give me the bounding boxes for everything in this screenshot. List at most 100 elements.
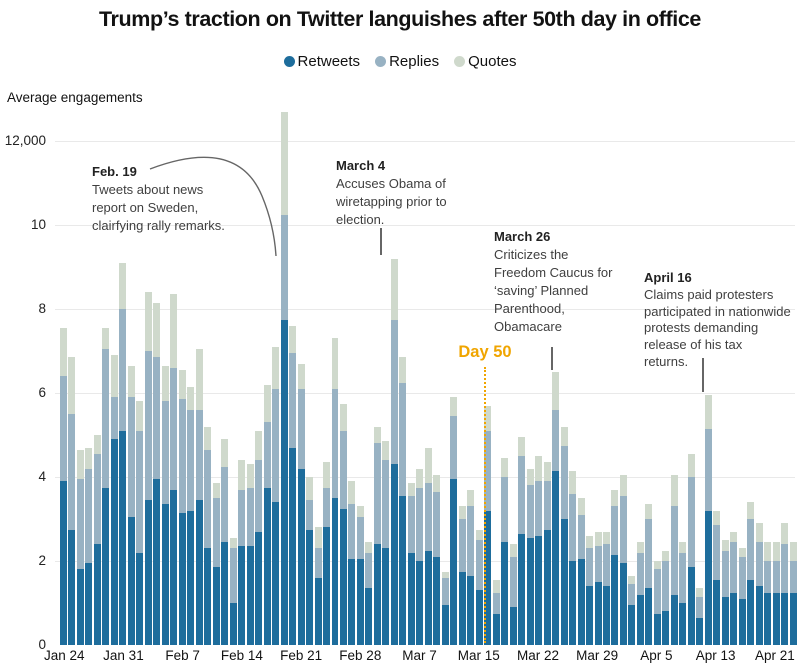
quotes-segment (586, 535, 594, 549)
bar (789, 542, 797, 645)
annotation-text: Criticizes the Freedom Caucus for ‘savin… (494, 247, 613, 334)
replies-segment (687, 477, 695, 568)
annotation-text: Claims paid protesters participated in n… (644, 286, 791, 369)
replies-segment (509, 556, 517, 608)
retweets-segment (416, 561, 424, 645)
quotes-segment (781, 523, 789, 545)
quotes-segment (433, 474, 441, 492)
gridline (55, 393, 795, 394)
retweets-segment (755, 586, 763, 645)
quotes-segment (552, 372, 560, 410)
quotes-segment (382, 441, 390, 461)
quotes-segment (721, 540, 729, 551)
replies-segment (255, 460, 263, 532)
bar (323, 462, 330, 645)
replies-segment (85, 468, 93, 564)
retweets-segment (518, 533, 526, 645)
quotes-segment (407, 483, 415, 496)
bar (424, 447, 432, 645)
bar (518, 437, 526, 645)
bar (586, 535, 594, 645)
replies-segment (127, 397, 135, 517)
retweets-segment (569, 561, 577, 645)
bar (509, 544, 517, 645)
bar (560, 426, 568, 645)
y-tick-label: 6 (38, 384, 46, 400)
quotes-segment (272, 346, 280, 389)
bar (119, 262, 127, 645)
annotation-connector-line (702, 358, 704, 392)
quotes-segment (679, 542, 687, 553)
x-tick-label: Feb 14 (220, 648, 263, 663)
replies-segment (433, 491, 441, 557)
quotes-segment (518, 437, 526, 457)
replies-segment (492, 592, 500, 614)
replies-segment (441, 577, 449, 606)
retweets-segment (272, 502, 280, 645)
replies-segment (501, 477, 509, 543)
bar (492, 579, 500, 645)
bar (501, 458, 509, 645)
replies-segment (594, 546, 602, 582)
quotes-segment (594, 531, 602, 547)
replies-segment (170, 367, 178, 490)
annotation-text: Accuses Obama of wiretapping prior to el… (336, 176, 447, 227)
replies-segment (611, 506, 619, 555)
gridline (55, 141, 795, 142)
retweets-segment (178, 512, 186, 645)
retweets-dot-icon (283, 56, 295, 67)
retweets-segment (450, 479, 458, 645)
quotes-segment (110, 355, 118, 398)
replies-segment (416, 487, 424, 561)
bar (687, 453, 695, 645)
replies-segment (76, 479, 84, 570)
retweets-segment (314, 577, 322, 645)
replies-segment (407, 495, 415, 553)
replies-segment (679, 552, 687, 603)
bar (619, 474, 627, 645)
replies-segment (306, 500, 314, 530)
bar (535, 456, 543, 645)
bar (68, 357, 76, 645)
replies-segment (467, 506, 475, 576)
x-tick-label: Mar 15 (457, 648, 500, 663)
bar (331, 338, 339, 645)
quotes-dot-icon (454, 56, 466, 67)
quotes-segment (390, 258, 398, 320)
bar (314, 527, 322, 645)
replies-segment (246, 487, 254, 547)
replies-segment (450, 416, 458, 480)
retweets-segment (662, 611, 670, 645)
retweets-segment (730, 592, 738, 645)
replies-segment (424, 483, 432, 551)
quotes-segment (560, 426, 568, 446)
retweets-segment (390, 464, 398, 645)
replies-segment (365, 552, 373, 589)
bar (246, 464, 254, 645)
replies-segment (552, 409, 560, 471)
retweets-segment (467, 575, 475, 645)
bar (306, 477, 314, 645)
quotes-segment (509, 544, 517, 557)
bar (603, 531, 610, 645)
replies-segment (382, 460, 390, 549)
gridline (55, 225, 795, 226)
retweets-segment (636, 594, 644, 645)
bar (280, 111, 288, 645)
bar (458, 506, 466, 645)
annotation-connector-line (551, 347, 553, 370)
retweets-segment (407, 552, 415, 645)
y-axis-title: Average engagements (7, 90, 143, 105)
quotes-segment (246, 464, 254, 488)
bar (144, 292, 152, 645)
replies-segment (144, 351, 152, 501)
quotes-segment (356, 506, 364, 517)
retweets-segment (263, 487, 271, 645)
quotes-segment (195, 348, 203, 410)
bar (679, 542, 687, 645)
replies-segment (484, 430, 492, 511)
quotes-segment (238, 460, 246, 490)
retweets-segment (280, 319, 288, 645)
y-tick-label: 4 (38, 468, 46, 484)
